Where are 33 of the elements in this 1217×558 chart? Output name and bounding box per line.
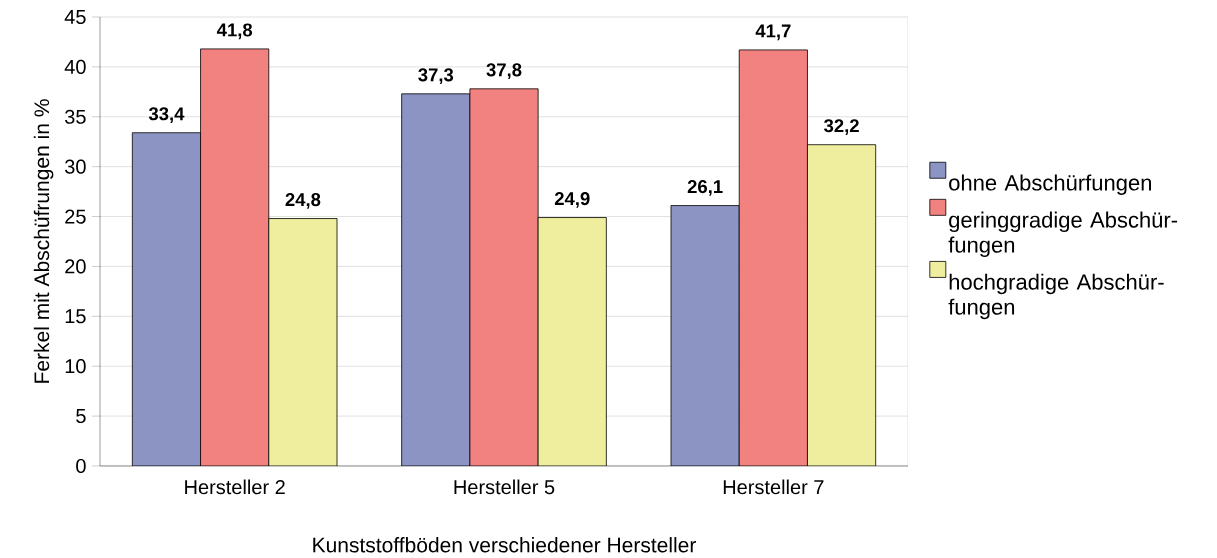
x-tick-label: Hersteller 2: [185, 479, 285, 495]
bar: [537, 217, 607, 466]
y-tick-label: 45: [64, 10, 86, 24]
y-tick-label: 25: [65, 209, 86, 224]
bar: [670, 205, 740, 466]
data-label: 37,3: [418, 68, 454, 85]
bar: [807, 144, 877, 466]
bar: [131, 132, 201, 466]
x-tick-label: Hersteller 7: [723, 479, 824, 495]
data-label: 41,7: [755, 24, 791, 41]
bar: [268, 218, 338, 466]
data-label: 33,4: [148, 107, 185, 123]
data-label: 24,8: [285, 193, 321, 209]
data-label: 37,8: [486, 63, 522, 80]
y-tick-label: 40: [64, 59, 86, 74]
x-tick-label: Hersteller 5: [454, 479, 555, 495]
data-label: 32,2: [823, 119, 859, 135]
y-axis-title: Ferkel mit Abschüfrungen in %: [33, 99, 54, 383]
y-tick-label: 35: [65, 109, 86, 124]
y-tick-label: 20: [65, 259, 86, 274]
y-tick-label: 5: [76, 409, 86, 424]
bar: [401, 93, 471, 466]
y-tick-label: 30: [65, 159, 86, 174]
legend-label: geringgradige Abschür-fungen: [948, 211, 1178, 258]
legend-label: ohne Abschürfungen: [949, 174, 1151, 195]
data-label: 26,1: [687, 180, 723, 196]
legend-label: hochgradige Abschür-fungen: [948, 273, 1164, 320]
data-label: 24,9: [554, 192, 590, 208]
data-label: 41,8: [216, 23, 253, 40]
x-axis-title: Kunststoffböden verschiedener Hersteller: [313, 537, 696, 553]
y-tick-label: 15: [65, 309, 86, 324]
y-tick-label: 10: [65, 359, 86, 374]
y-tick-label: 0: [76, 458, 86, 474]
